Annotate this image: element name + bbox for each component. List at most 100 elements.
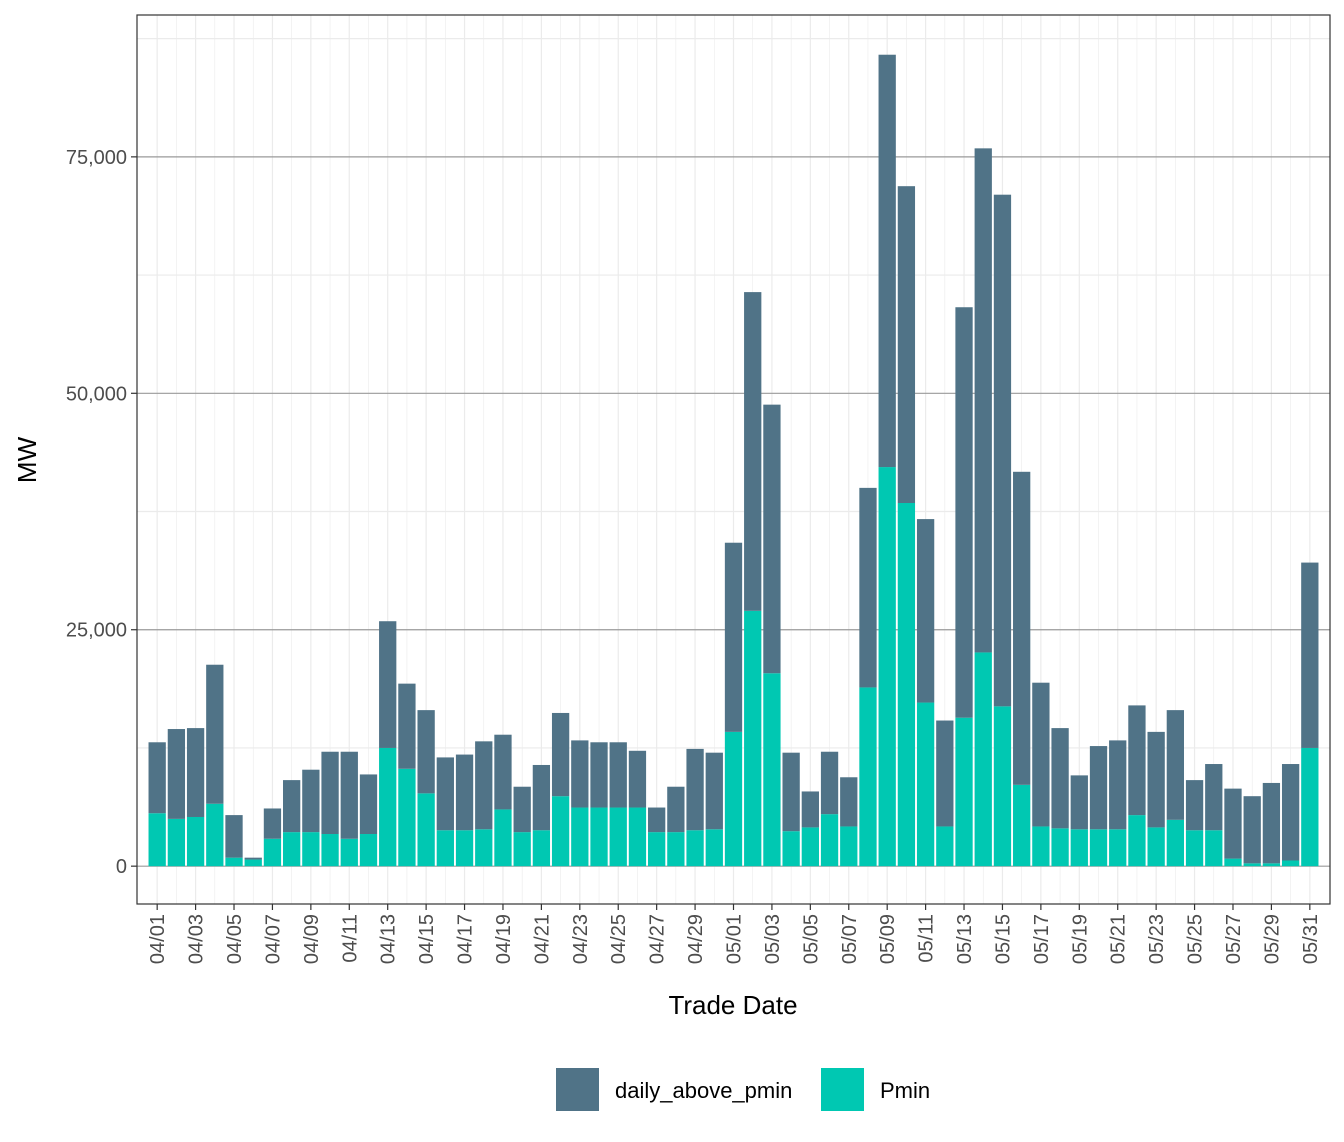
bar-Pmin-04-02 — [167, 818, 186, 867]
x-tick-label: 04/03 — [186, 914, 208, 964]
bar-daily_above_pmin-05-09 — [878, 54, 896, 468]
bar-daily_above_pmin-04-08 — [283, 780, 301, 833]
x-tick-label: 05/13 — [954, 914, 976, 964]
bar-daily_above_pmin-05-10 — [897, 186, 916, 504]
bar-Pmin-05-18 — [1051, 828, 1069, 867]
bar-Pmin-05-17 — [1032, 826, 1050, 867]
bar-Pmin-05-31 — [1301, 747, 1319, 867]
bar-Pmin-05-07 — [840, 826, 858, 867]
y-tick-label: 0 — [116, 856, 127, 878]
bar-daily_above_pmin-04-14 — [398, 683, 416, 769]
x-tick-label: 04/29 — [685, 914, 707, 964]
x-axis: 04/01 04/03 04/05 04/07 04/09 04/11 04/13 04/15… — [147, 904, 1322, 964]
bar-daily_above_pmin-05-17 — [1032, 682, 1050, 827]
bar-Pmin-05-03 — [763, 673, 781, 867]
bar-daily_above_pmin-05-22 — [1128, 705, 1146, 816]
y-axis: 0 25,000 50,000 75,000 — [66, 147, 137, 878]
bar-Pmin-04-23 — [571, 807, 589, 867]
bar-daily_above_pmin-05-18 — [1051, 728, 1069, 829]
x-tick-label: 04/23 — [570, 914, 592, 964]
x-tick-label: 05/27 — [1223, 914, 1245, 964]
x-tick-label: 05/17 — [1031, 914, 1053, 964]
bar-daily_above_pmin-04-30 — [705, 752, 723, 830]
bar-Pmin-05-26 — [1205, 830, 1223, 867]
bar-Pmin-05-09 — [878, 467, 896, 867]
bar-Pmin-04-11 — [340, 838, 358, 867]
bar-Pmin-04-13 — [379, 747, 397, 867]
x-tick-label: 05/15 — [992, 914, 1014, 964]
bar-Pmin-04-26 — [628, 807, 647, 867]
bar-daily_above_pmin-04-01 — [148, 742, 166, 814]
bar-daily_above_pmin-05-30 — [1281, 764, 1300, 861]
bar-daily_above_pmin-04-11 — [340, 751, 358, 839]
x-tick-label: 04/09 — [301, 914, 323, 964]
bar-Pmin-05-27 — [1224, 858, 1242, 867]
bar-Pmin-05-13 — [955, 717, 973, 867]
bar-Pmin-05-23 — [1147, 827, 1165, 867]
x-tick-label: 05/19 — [1069, 914, 1091, 964]
bar-daily_above_pmin-05-15 — [993, 194, 1012, 707]
bar-daily_above_pmin-04-06 — [244, 857, 262, 860]
bar-daily_above_pmin-05-24 — [1166, 710, 1184, 820]
bars — [148, 54, 1319, 867]
bar-Pmin-04-29 — [686, 830, 704, 867]
bar-Pmin-05-19 — [1070, 829, 1088, 867]
x-tick-label: 04/07 — [262, 914, 284, 964]
bar-Pmin-05-29 — [1262, 863, 1281, 867]
bar-daily_above_pmin-04-26 — [628, 750, 647, 808]
bar-daily_above_pmin-05-02 — [744, 292, 762, 611]
x-tick-label: 04/13 — [378, 914, 400, 964]
bar-Pmin-05-06 — [820, 814, 839, 867]
x-tick-label: 05/25 — [1185, 914, 1207, 964]
bar-Pmin-05-14 — [974, 652, 992, 867]
legend: daily_above_pmin Pmin — [556, 1068, 930, 1111]
bar-daily_above_pmin-05-12 — [936, 720, 954, 827]
x-tick-label: 05/07 — [839, 914, 861, 964]
bar-daily_above_pmin-04-18 — [475, 741, 493, 830]
legend-label-daily_above_pmin: daily_above_pmin — [615, 1078, 792, 1103]
bar-daily_above_pmin-05-11 — [916, 519, 935, 703]
bar-Pmin-05-02 — [744, 610, 762, 867]
bar-Pmin-04-22 — [551, 796, 570, 867]
y-axis-title: MW — [12, 436, 42, 483]
bar-daily_above_pmin-05-23 — [1147, 731, 1165, 828]
bar-Pmin-05-21 — [1109, 829, 1127, 867]
bar-Pmin-04-10 — [321, 834, 339, 867]
bar-Pmin-05-25 — [1185, 830, 1204, 867]
bar-daily_above_pmin-05-13 — [955, 307, 973, 718]
bar-daily_above_pmin-04-16 — [436, 757, 454, 831]
y-tick-label: 25,000 — [66, 620, 127, 642]
bar-Pmin-05-11 — [916, 702, 935, 867]
bar-daily_above_pmin-04-24 — [590, 742, 608, 808]
bar-Pmin-05-24 — [1166, 819, 1184, 867]
bar-daily_above_pmin-05-05 — [801, 791, 819, 828]
bar-Pmin-04-05 — [225, 857, 243, 867]
x-tick-label: 04/19 — [493, 914, 515, 964]
bar-Pmin-04-27 — [648, 832, 666, 867]
bar-daily_above_pmin-05-21 — [1109, 740, 1127, 830]
y-tick-label: 75,000 — [66, 147, 127, 169]
bar-Pmin-04-07 — [263, 838, 282, 867]
bar-daily_above_pmin-04-22 — [551, 712, 570, 797]
bar-daily_above_pmin-04-15 — [417, 710, 435, 794]
bar-daily_above_pmin-04-09 — [302, 769, 320, 833]
bar-Pmin-05-16 — [1013, 784, 1031, 867]
bar-daily_above_pmin-05-25 — [1185, 780, 1204, 831]
bar-daily_above_pmin-05-07 — [840, 777, 858, 827]
y-tick-label: 50,000 — [66, 383, 127, 405]
bar-Pmin-05-20 — [1089, 829, 1108, 867]
bar-daily_above_pmin-05-27 — [1224, 788, 1242, 859]
bar-Pmin-04-14 — [398, 768, 416, 867]
bar-daily_above_pmin-05-31 — [1301, 562, 1319, 748]
legend-key-Pmin — [821, 1068, 864, 1111]
bar-daily_above_pmin-05-01 — [724, 542, 743, 732]
x-tick-label: 05/29 — [1261, 914, 1283, 964]
bar-Pmin-04-04 — [206, 803, 224, 867]
bar-Pmin-04-08 — [283, 832, 301, 867]
bar-Pmin-05-30 — [1281, 860, 1300, 867]
x-tick-label: 05/23 — [1146, 914, 1168, 964]
bar-daily_above_pmin-05-14 — [974, 148, 992, 653]
legend-key-daily_above_pmin — [556, 1068, 599, 1111]
